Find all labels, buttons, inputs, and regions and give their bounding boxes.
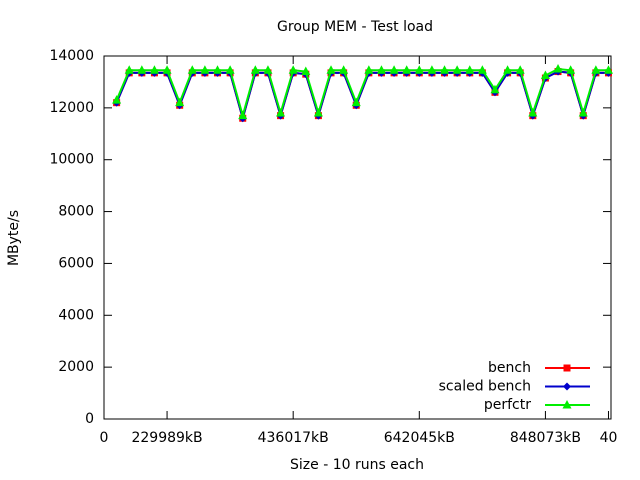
legend-label: scaled bench	[439, 379, 531, 395]
marker	[562, 400, 572, 409]
x-tick-label: 0	[100, 430, 109, 446]
marker	[276, 108, 286, 117]
marker	[591, 65, 601, 74]
marker	[326, 65, 336, 74]
marker	[389, 65, 399, 74]
marker	[200, 65, 210, 74]
x-tick-label: 229989kB	[131, 430, 202, 446]
marker	[162, 65, 172, 74]
marker	[427, 65, 437, 74]
plot-border	[103, 55, 612, 420]
marker	[175, 97, 185, 107]
marker	[376, 65, 386, 74]
marker	[149, 65, 159, 74]
marker	[603, 65, 613, 74]
marker	[112, 95, 122, 104]
x-tick-label: 642045kB	[384, 430, 455, 446]
chart-title: Group MEM - Test load	[277, 19, 433, 35]
marker	[477, 65, 487, 74]
marker	[402, 65, 412, 74]
marker	[553, 63, 563, 73]
marker	[490, 84, 500, 94]
marker	[250, 65, 260, 74]
x-tick-label: 40	[600, 430, 618, 446]
marker	[528, 108, 538, 117]
marker	[540, 70, 550, 79]
y-axis-label: MByte/s	[6, 210, 22, 266]
marker	[339, 65, 349, 74]
marker	[124, 65, 134, 74]
marker	[225, 65, 235, 74]
y-tick-label: 6000	[58, 255, 94, 271]
marker	[563, 382, 571, 391]
marker	[351, 97, 361, 107]
marker	[465, 65, 475, 74]
marker	[566, 65, 576, 74]
marker	[452, 65, 462, 74]
legend-label: perfctr	[484, 397, 531, 413]
marker	[288, 65, 298, 74]
marker	[137, 65, 147, 74]
marker	[578, 108, 588, 117]
series-line	[115, 70, 609, 122]
marker	[563, 364, 571, 372]
marker	[238, 110, 248, 120]
marker	[213, 65, 223, 74]
y-tick-label: 4000	[58, 307, 94, 323]
x-tick-label: 436017kB	[258, 430, 329, 446]
y-tick-label: 14000	[49, 48, 94, 64]
y-tick-label: 8000	[58, 204, 94, 220]
marker	[263, 65, 273, 74]
legend-label: bench	[488, 360, 531, 376]
x-axis-label: Size - 10 runs each	[290, 457, 424, 473]
y-tick-label: 10000	[49, 152, 94, 168]
marker	[440, 65, 450, 74]
marker	[515, 65, 525, 74]
y-tick-label: 12000	[49, 100, 94, 116]
marker	[414, 65, 424, 74]
y-tick-label: 0	[85, 411, 94, 427]
marker	[313, 108, 323, 117]
marker	[301, 66, 311, 76]
marker	[503, 65, 513, 74]
marker	[364, 65, 374, 74]
series-line	[115, 67, 609, 120]
x-tick-label: 848073kB	[510, 430, 581, 446]
marker	[187, 65, 197, 74]
y-tick-label: 2000	[58, 359, 94, 375]
